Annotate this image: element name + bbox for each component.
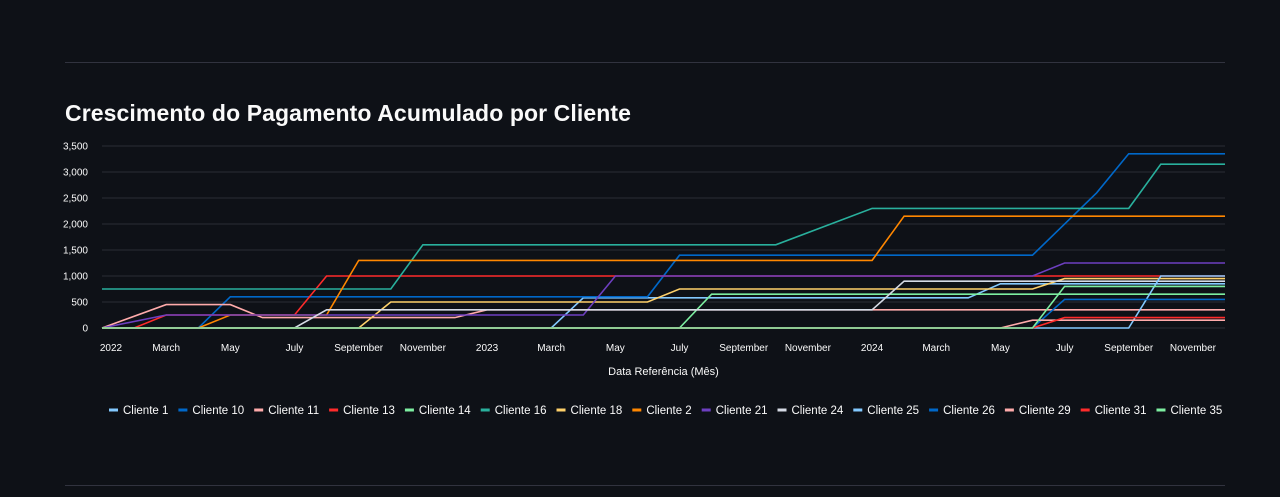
legend-label: Cliente 10: [192, 405, 244, 417]
legend-item[interactable]: Cliente 1: [109, 405, 168, 417]
x-tick-label: November: [400, 343, 447, 354]
legend-label: Cliente 14: [419, 405, 471, 417]
legend-label: Cliente 31: [1095, 405, 1147, 417]
legend-item[interactable]: Cliente 2: [632, 405, 692, 417]
legend-label: Cliente 13: [343, 405, 395, 417]
x-tick-label: 2024: [861, 343, 884, 354]
legend-swatch: [404, 408, 414, 412]
legend-label: Cliente 11: [268, 405, 319, 417]
legend-label: Clier: [1246, 405, 1270, 417]
x-tick-label: September: [334, 343, 384, 354]
x-tick-label: March: [537, 343, 565, 354]
legend-item[interactable]: Cliente 14: [404, 405, 471, 417]
x-tick-label: May: [221, 343, 240, 354]
legend-label: Cliente 1: [123, 405, 168, 417]
x-tick-label: September: [719, 343, 769, 354]
legend-swatch: [929, 408, 939, 412]
y-tick-label: 0: [82, 324, 88, 335]
legend-item[interactable]: Clier: [1232, 405, 1270, 417]
x-tick-label: May: [991, 343, 1010, 354]
y-tick-label: 500: [71, 298, 88, 309]
legend-item[interactable]: Cliente 13: [329, 405, 395, 417]
x-tick-label: March: [152, 343, 180, 354]
legend-item[interactable]: Cliente 31: [1080, 405, 1147, 417]
legend-swatch: [1156, 408, 1166, 412]
legend-swatch: [556, 408, 566, 412]
legend-label: Cliente 18: [571, 405, 623, 417]
legend-swatch: [853, 408, 863, 412]
series-line-cliente-29[interactable]: [102, 319, 1225, 329]
legend-swatch: [1004, 408, 1014, 412]
bottom-divider: [65, 485, 1225, 486]
legend-swatch: [178, 408, 188, 412]
series-line-cliente-21[interactable]: [101, 262, 1225, 329]
y-axis-ticks: 0 500 1,000 1,500 2,000 2,500 3,000 3,500: [63, 142, 88, 335]
legend-item[interactable]: Cliente 18: [556, 405, 623, 417]
y-tick-label: 2,500: [63, 194, 88, 205]
legend-swatch: [254, 408, 264, 412]
legend-item[interactable]: Cliente 11: [254, 405, 319, 417]
y-tick-label: 3,000: [63, 168, 88, 179]
legend-swatch: [1080, 408, 1090, 412]
y-tick-label: 1,000: [63, 272, 88, 283]
legend-label: Cliente 16: [495, 405, 547, 417]
x-tick-label: July: [286, 343, 304, 354]
legend-swatch: [329, 408, 339, 412]
x-tick-label: September: [1104, 343, 1154, 354]
series-line-cliente-10[interactable]: [102, 153, 1225, 329]
legend-item[interactable]: Cliente 10: [178, 405, 244, 417]
legend-item[interactable]: Cliente 24: [777, 405, 844, 417]
series-line-cliente-16[interactable]: [102, 163, 1225, 290]
legend-swatch: [632, 408, 642, 412]
legend-label: Cliente 25: [867, 405, 919, 417]
legend-swatch: [777, 408, 787, 412]
y-tick-label: 1,500: [63, 246, 88, 257]
legend-item[interactable]: Cliente 29: [1004, 405, 1071, 417]
series-line-cliente-35[interactable]: [102, 285, 1225, 329]
x-tick-label: March: [922, 343, 950, 354]
legend-label: Cliente 24: [792, 405, 844, 417]
legend-item[interactable]: Cliente 21: [701, 405, 768, 417]
legend[interactable]: Cliente 1 Cliente 10 Cliente 11 Cliente 13 C…: [109, 405, 1270, 417]
legend-label: Cliente 21: [716, 405, 768, 417]
legend-swatch: [701, 408, 711, 412]
legend-item[interactable]: Cliente 25: [853, 405, 919, 417]
legend-item[interactable]: Cliente 16: [480, 405, 547, 417]
series-lines[interactable]: [101, 153, 1225, 329]
series-line-cliente-18[interactable]: [102, 277, 1225, 329]
x-tick-label: November: [785, 343, 832, 354]
grid-lines: [102, 145, 1225, 329]
y-tick-label: 3,500: [63, 142, 88, 153]
legend-label: Cliente 2: [646, 405, 691, 417]
series-line-cliente-14[interactable]: [102, 293, 1225, 329]
x-tick-label: 2023: [476, 343, 499, 354]
x-tick-label: 2022: [100, 343, 123, 354]
series-line-cliente-26[interactable]: [102, 298, 1225, 329]
legend-label: Cliente 35: [1170, 405, 1222, 417]
series-line-cliente-2[interactable]: [102, 215, 1225, 329]
legend-label: Cliente 26: [943, 405, 995, 417]
legend-swatch: [109, 408, 118, 412]
legend-label: Cliente 29: [1019, 405, 1071, 417]
top-divider: [65, 62, 1225, 63]
x-tick-label: July: [1056, 343, 1074, 354]
legend-item[interactable]: Cliente 35: [1156, 405, 1222, 417]
x-axis-title: Data Referência (Mês): [608, 366, 719, 378]
legend-item[interactable]: Cliente 26: [929, 405, 995, 417]
series-line-cliente-11[interactable]: [101, 303, 1225, 329]
chart-title: Crescimento do Pagamento Acumulado por C…: [65, 100, 632, 126]
x-axis-ticks: 2022 March May July September November 2023 Mar…: [100, 343, 1217, 354]
x-tick-label: July: [671, 343, 689, 354]
x-tick-label: November: [1170, 343, 1217, 354]
legend-swatch: [1232, 409, 1241, 412]
x-tick-label: May: [606, 343, 625, 354]
series-line-cliente-31[interactable]: [102, 316, 1225, 329]
y-tick-label: 2,000: [63, 220, 88, 231]
legend-swatch: [480, 408, 490, 412]
